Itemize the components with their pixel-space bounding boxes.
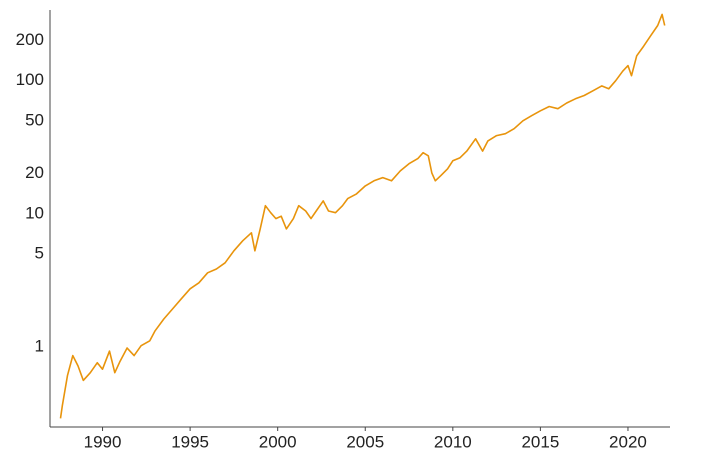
x-tick-label: 1995 — [171, 432, 209, 451]
y-tick-label: 1 — [35, 336, 44, 355]
price-line — [59, 13, 666, 419]
x-tick-label: 1990 — [84, 432, 122, 451]
x-tick-label: 2010 — [434, 432, 472, 451]
y-tick-label: 100 — [16, 70, 44, 89]
y-tick-label: 5 — [35, 243, 44, 262]
x-tick-label: 2005 — [346, 432, 384, 451]
y-tick-label: 50 — [25, 110, 44, 129]
x-tick-label: 2015 — [521, 432, 559, 451]
y-tick-label: 10 — [25, 203, 44, 222]
y-tick-label: 200 — [16, 30, 44, 49]
y-tick-label: 20 — [25, 163, 44, 182]
x-tick-label: 2020 — [609, 432, 647, 451]
x-tick-label: 2000 — [259, 432, 297, 451]
